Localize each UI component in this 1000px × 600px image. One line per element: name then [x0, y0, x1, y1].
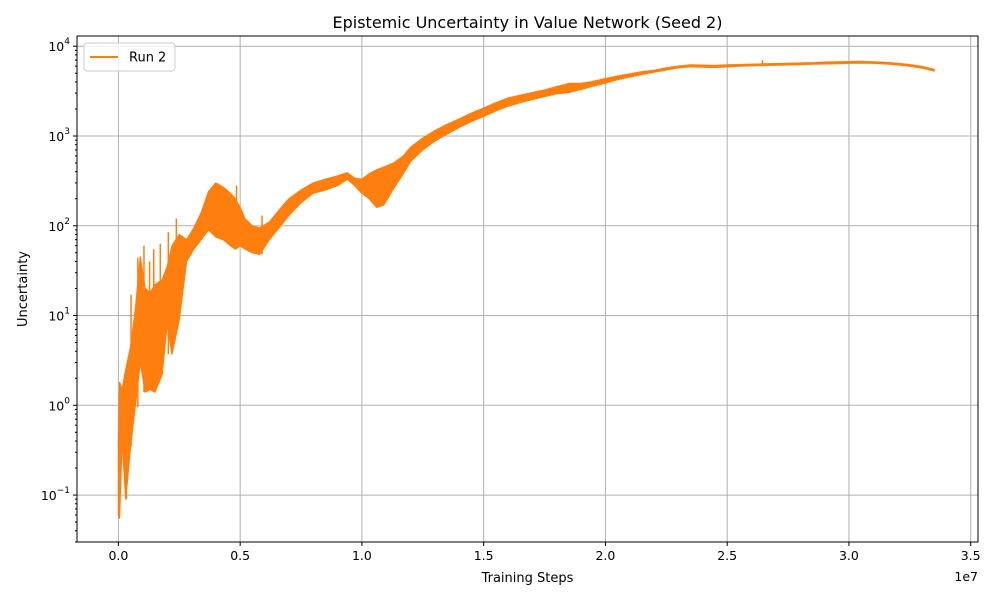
- y-tick-label: 10−1: [41, 486, 70, 503]
- chart-title: Epistemic Uncertainty in Value Network (…: [333, 13, 723, 32]
- x-tick-label: 1.5: [474, 548, 494, 563]
- x-axis-offset-label: 1e7: [954, 569, 978, 584]
- y-tick-exponent: 4: [64, 37, 70, 47]
- y-tick-label: 100: [48, 396, 70, 413]
- y-tick-exponent: 0: [64, 396, 70, 406]
- x-tick-label: 2.5: [717, 548, 737, 563]
- y-tick-base: 10: [48, 398, 64, 413]
- x-tick-label: 3.5: [961, 548, 981, 563]
- legend: Run 2: [83, 42, 176, 72]
- y-tick-label: 102: [48, 217, 70, 234]
- y-tick-exponent: 3: [64, 127, 70, 137]
- x-tick-label: 2.0: [595, 548, 615, 563]
- y-tick-exponent: 1: [64, 307, 70, 317]
- grid: [77, 36, 978, 542]
- y-tick-exponent: −1: [57, 486, 70, 496]
- y-tick-label: 103: [48, 127, 70, 144]
- y-tick-base: 10: [48, 309, 64, 324]
- x-tick-label: 0.0: [108, 548, 128, 563]
- y-tick-base: 10: [48, 129, 64, 144]
- y-axis-label: Uncertainty: [16, 251, 31, 327]
- x-axis-ticks: 0.0 0.5 1.0 1.5 2.0 2.5 3.0 3.5: [108, 542, 981, 563]
- legend-box: [83, 42, 176, 72]
- y-tick-base: 10: [48, 219, 64, 234]
- y-tick-label: 101: [48, 307, 70, 324]
- y-tick-base: 10: [41, 488, 57, 503]
- x-tick-label: 1.0: [352, 548, 372, 563]
- x-axis-label: Training Steps: [481, 571, 574, 586]
- x-tick-label: 0.5: [230, 548, 250, 563]
- y-tick-base: 10: [48, 39, 64, 54]
- y-tick-exponent: 2: [64, 217, 70, 227]
- x-tick-label: 3.0: [839, 548, 859, 563]
- series-run-2: [117, 60, 935, 519]
- y-tick-label: 104: [48, 37, 70, 54]
- legend-label-run-2: Run 2: [129, 51, 166, 66]
